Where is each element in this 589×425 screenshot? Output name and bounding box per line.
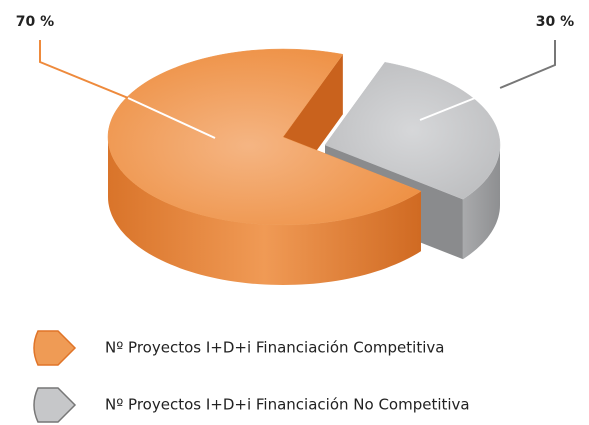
slice xyxy=(107,48,422,226)
legend-swatch xyxy=(33,330,77,366)
legend: Nº Proyectos I+D+i Financiación Competit… xyxy=(33,330,470,423)
pie: 70 % 30 % xyxy=(16,14,574,285)
data-label: 70 % xyxy=(16,14,54,30)
slice-wall xyxy=(108,137,421,285)
legend-swatch xyxy=(33,387,77,423)
leader-line xyxy=(419,87,501,121)
legend-label: Nº Proyectos I+D+i Financiación No Compe… xyxy=(105,396,470,414)
leader-line xyxy=(499,40,556,89)
leader-line xyxy=(39,40,129,99)
data-label: 30 % xyxy=(536,14,574,30)
leader-line xyxy=(127,97,216,139)
legend-label: Nº Proyectos I+D+i Financiación Competit… xyxy=(105,339,444,357)
slice xyxy=(324,62,501,200)
